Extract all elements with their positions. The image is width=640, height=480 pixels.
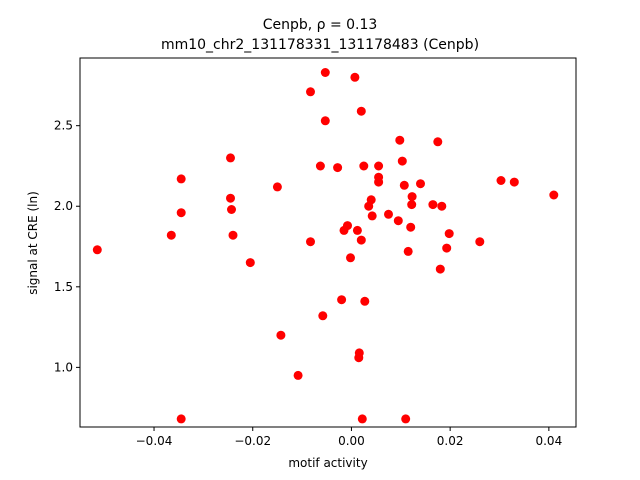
data-point: [272, 182, 282, 192]
data-point: [366, 195, 376, 205]
data-point: [360, 296, 370, 306]
data-point: [384, 209, 393, 219]
data-point: [337, 295, 347, 305]
data-point: [343, 221, 352, 231]
data-point: [315, 161, 325, 171]
data-point: [435, 264, 445, 274]
data-point: [166, 230, 176, 240]
data-point: [374, 177, 384, 187]
data-point: [399, 180, 409, 190]
y-tick-label: 1.5: [54, 280, 73, 294]
data-point: [433, 137, 443, 147]
data-point: [245, 258, 255, 268]
x-tick-label: −0.04: [136, 434, 173, 448]
y-tick-label: 2.5: [54, 119, 73, 133]
data-point: [320, 68, 330, 77]
data-point: [306, 87, 315, 97]
data-point: [509, 177, 519, 187]
data-point: [367, 211, 377, 221]
data-point: [428, 200, 438, 210]
plot-frame: [79, 57, 577, 428]
data-point: [176, 208, 186, 218]
chart-title-line2: mm10_chr2_131178331_131178483 (Cenpb): [161, 37, 479, 53]
x-axis-label: motif activity: [288, 456, 367, 470]
data-point: [407, 192, 417, 202]
y-tick-label: 1.0: [54, 360, 73, 374]
data-point: [176, 414, 186, 424]
y-ticks: 1.0 1.5 2.0 2.5: [54, 119, 80, 374]
data-point: [437, 201, 447, 211]
data-point: [357, 414, 367, 424]
data-point: [407, 200, 417, 210]
data-point: [397, 156, 407, 166]
data-point: [354, 348, 364, 358]
data-point: [318, 311, 328, 321]
data-point: [226, 153, 235, 163]
data-point: [276, 330, 286, 340]
data-point: [226, 193, 235, 203]
data-point: [293, 370, 303, 380]
data-point: [403, 246, 413, 256]
data-point: [395, 135, 405, 145]
x-tick-label: 0.00: [338, 434, 365, 448]
data-point: [356, 235, 366, 245]
data-point: [549, 190, 559, 200]
data-point: [333, 163, 343, 173]
y-tick-label: 2.0: [54, 199, 73, 213]
x-tick-label: −0.02: [234, 434, 271, 448]
x-tick-label: 0.02: [437, 434, 464, 448]
data-point: [416, 179, 425, 189]
data-point: [350, 72, 360, 82]
y-axis-label: signal at CRE (ln): [26, 191, 40, 295]
data-point: [228, 230, 238, 240]
x-tick-label: 0.04: [535, 434, 562, 448]
chart-title-line1: Cenpb, ρ = 0.13: [263, 17, 378, 33]
data-point: [393, 216, 403, 226]
data-point: [374, 161, 384, 171]
data-point: [356, 106, 366, 116]
data-point: [444, 229, 454, 239]
data-point: [352, 225, 362, 235]
x-ticks: −0.04 −0.02 0.00 0.02 0.04: [136, 427, 562, 448]
data-point: [320, 116, 330, 126]
data-point: [406, 222, 416, 232]
data-point: [401, 414, 411, 424]
data-point: [306, 237, 315, 247]
data-point: [176, 174, 186, 184]
data-point: [346, 253, 355, 263]
data-point: [475, 237, 485, 247]
data-point: [359, 161, 369, 171]
data-point: [442, 243, 452, 253]
data-point: [92, 245, 102, 255]
data-point: [227, 205, 236, 214]
points-layer: [92, 68, 559, 424]
data-point: [496, 176, 506, 185]
